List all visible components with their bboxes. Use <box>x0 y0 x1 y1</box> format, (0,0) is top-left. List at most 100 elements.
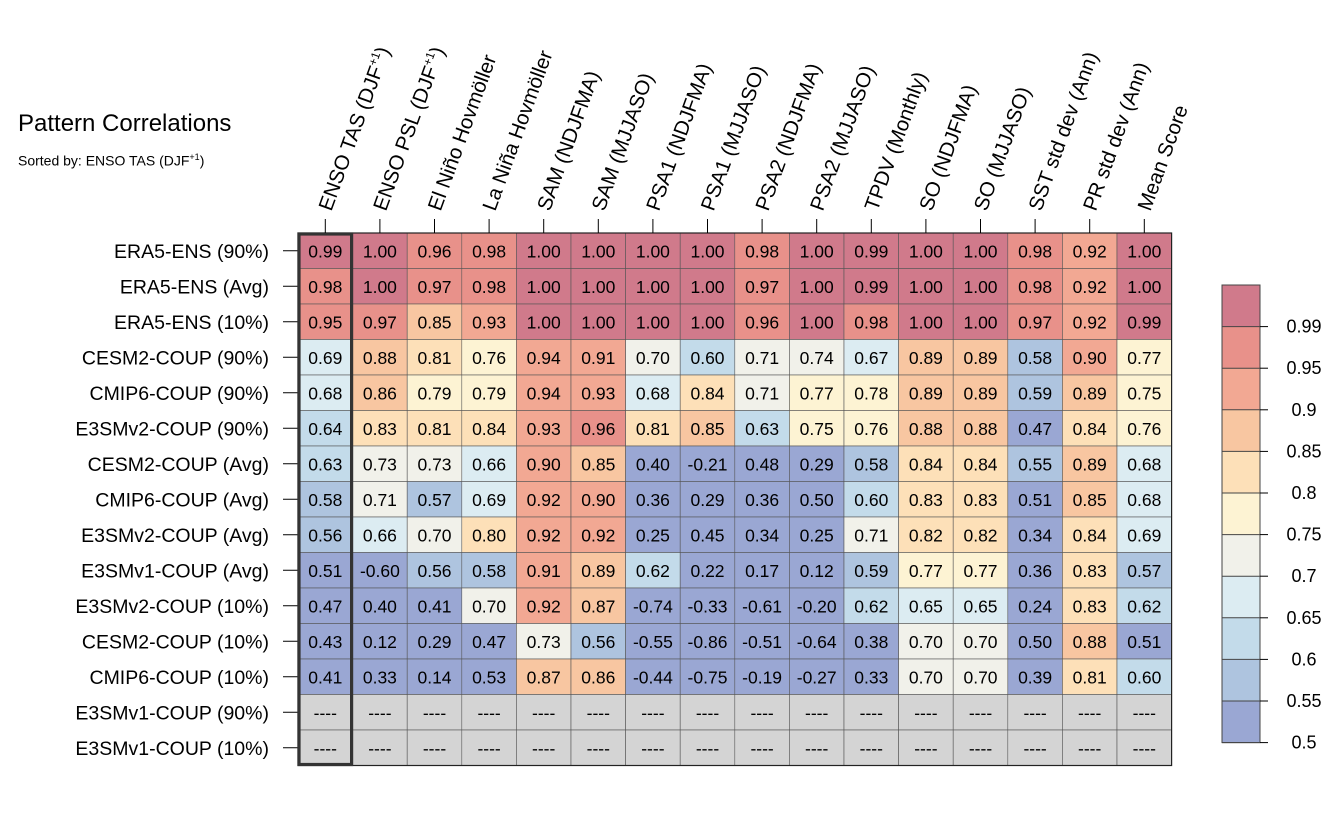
cell-value: 0.14 <box>417 667 451 687</box>
cell-value: 0.89 <box>1073 383 1107 403</box>
cell-value: 0.98 <box>472 241 506 261</box>
cell-value: 0.22 <box>690 561 724 581</box>
heatmap-cell <box>406 268 463 305</box>
cell-value: 0.77 <box>1127 348 1161 368</box>
cell-value: 0.70 <box>963 667 997 687</box>
cell-value: 0.40 <box>636 454 670 474</box>
cell-value: 0.63 <box>745 419 779 439</box>
cell-value: ---- <box>641 738 664 758</box>
cell-value: 0.98 <box>854 312 888 332</box>
colorbar-tick-label: 0.95 <box>1286 358 1321 378</box>
heatmap-cell <box>952 268 1009 305</box>
cell-value: ---- <box>641 703 664 723</box>
cell-value: ---- <box>477 738 500 758</box>
cell-value: ---- <box>532 703 555 723</box>
cell-value: 0.83 <box>963 490 997 510</box>
cell-value: 0.50 <box>1018 632 1052 652</box>
heatmap-cell <box>1116 268 1172 305</box>
cell-value: ---- <box>914 703 937 723</box>
heatmap-cell <box>516 410 572 447</box>
column-label: SO (NDJFMA) <box>915 82 982 214</box>
cell-value: 0.90 <box>581 490 615 510</box>
cell-value: 1.00 <box>636 241 670 261</box>
cell-value: 0.98 <box>745 241 779 261</box>
cell-value: 0.71 <box>745 348 779 368</box>
colorbar-tick-label: 0.55 <box>1286 691 1321 711</box>
heatmap-cell <box>1007 552 1063 589</box>
cell-value: 0.97 <box>363 312 397 332</box>
heatmap-cell <box>734 339 790 376</box>
row-label: CESM2-COUP (10%) <box>82 631 269 653</box>
cell-value: 0.93 <box>581 383 615 403</box>
cell-value: ---- <box>805 703 828 723</box>
heatmap-cell <box>843 374 899 411</box>
cell-value: ---- <box>587 738 610 758</box>
cell-value: 0.93 <box>472 312 506 332</box>
colorbar-swatch <box>1222 659 1260 701</box>
heatmap-cell <box>625 587 681 624</box>
heatmap-cell <box>679 658 736 695</box>
column-label-text: SO (NDJFMA) <box>915 82 982 214</box>
cell-value: 0.91 <box>581 348 615 368</box>
heatmap-cell <box>461 339 517 376</box>
cell-value: 0.57 <box>1127 561 1161 581</box>
column-label-superscript: +1 <box>365 50 383 68</box>
cell-value: -0.55 <box>633 632 673 652</box>
cell-value: 0.84 <box>1073 525 1107 545</box>
cell-value: 1.00 <box>963 312 997 332</box>
heatmap-cell <box>516 694 572 731</box>
cell-value: 1.00 <box>636 312 670 332</box>
heatmap-cell <box>406 729 463 766</box>
heatmap-cell <box>898 658 954 695</box>
heatmap-cell <box>625 481 681 518</box>
cell-value: 1.00 <box>963 277 997 297</box>
cell-value: 0.81 <box>1073 667 1107 687</box>
heatmap-cell <box>734 694 790 731</box>
heatmap-cell <box>952 552 1009 589</box>
row-label: CMIP6-COUP (10%) <box>89 667 269 689</box>
cell-value: ---- <box>696 738 719 758</box>
row-label: CESM2-COUP (Avg) <box>88 454 269 476</box>
heatmap-cell <box>1007 374 1063 411</box>
colorbar-tick-label: 0.99 <box>1286 317 1321 337</box>
cell-value: 0.62 <box>636 561 670 581</box>
heatmap-cell <box>352 694 408 731</box>
heatmap-cell <box>898 410 954 447</box>
heatmap-cell <box>679 481 736 518</box>
heatmap-cell <box>1116 587 1172 624</box>
cell-value: 0.73 <box>363 454 397 474</box>
cell-value: 0.41 <box>308 667 342 687</box>
heatmap-cell <box>461 623 517 660</box>
cell-value: 0.77 <box>800 383 834 403</box>
column-label-text: Mean Score <box>1133 102 1192 214</box>
heatmap-cell <box>406 481 463 518</box>
cell-value: 0.34 <box>1018 525 1052 545</box>
row-label: E3SMv1-COUP (Avg) <box>81 560 269 582</box>
heatmap-cell <box>952 658 1009 695</box>
chart-title: Pattern Correlations <box>18 110 232 137</box>
heatmap-cell <box>843 445 899 482</box>
cell-value: 0.68 <box>636 383 670 403</box>
heatmap-cell <box>843 694 899 731</box>
cell-value: 0.34 <box>745 525 779 545</box>
colorbar-tick-label: 0.65 <box>1286 608 1321 628</box>
heatmap-cell <box>1116 552 1172 589</box>
colorbar-swatch <box>1222 534 1260 577</box>
cell-value: ---- <box>969 738 992 758</box>
heatmap-cell <box>789 374 845 411</box>
cell-value: 0.69 <box>308 348 342 368</box>
heatmap-cell <box>843 339 899 376</box>
cell-value: 0.62 <box>1127 596 1161 616</box>
heatmap-cell <box>297 481 353 518</box>
cell-value: ---- <box>860 738 883 758</box>
heatmap-cell <box>352 303 408 340</box>
heatmap-cell <box>898 481 954 518</box>
heatmap-cell <box>789 232 845 269</box>
heatmap-cell <box>1007 232 1063 269</box>
cell-value: 0.29 <box>800 454 834 474</box>
heatmap-cell <box>1116 339 1172 376</box>
heatmap-cell <box>297 374 353 411</box>
row-label: E3SMv1-COUP (90%) <box>75 702 269 724</box>
heatmap-cell <box>516 268 572 305</box>
heatmap-cell <box>461 481 517 518</box>
